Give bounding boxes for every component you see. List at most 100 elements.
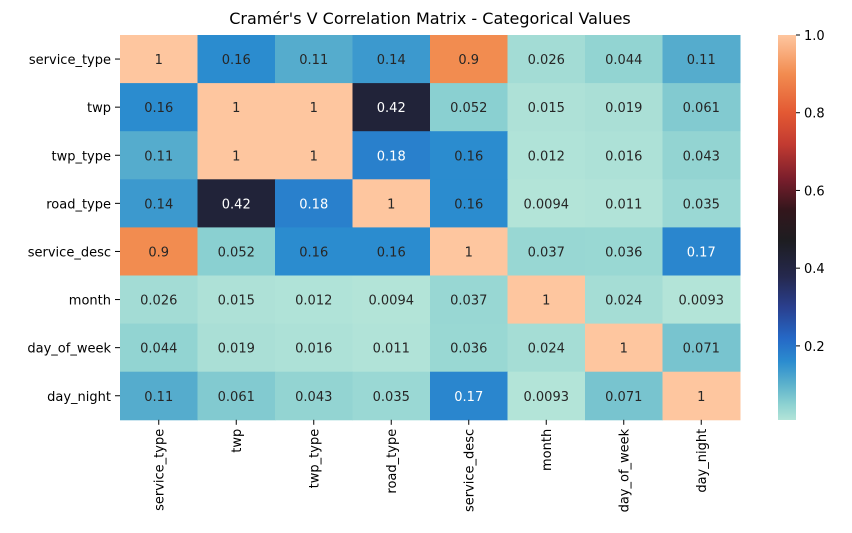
heatmap-cell (507, 35, 586, 84)
heatmap-cell (430, 227, 508, 276)
heatmap-cell (585, 275, 663, 325)
heatmap-cell (662, 131, 741, 180)
heatmap-cell (120, 323, 198, 373)
cell-value-label: 1 (310, 101, 318, 116)
cell-value-label: 1 (542, 294, 550, 309)
cell-value-label: 0.11 (687, 53, 716, 68)
cell-value-label: 0.011 (605, 197, 642, 212)
heatmap-cell (585, 131, 663, 180)
heatmap-cell (662, 35, 741, 84)
cell-value-label: 0.071 (683, 342, 720, 357)
heatmap-cell (197, 323, 276, 373)
cell-value-label: 1 (232, 101, 240, 116)
heatmap-cell (507, 131, 586, 180)
cell-value-label: 1 (155, 53, 163, 68)
heatmap-cell (507, 179, 586, 228)
heatmap-cell (275, 275, 353, 325)
cell-value-label: 0.16 (222, 53, 251, 68)
heatmap-cell (662, 371, 741, 421)
cell-value-label: 0.16 (377, 245, 406, 260)
cell-value-label: 1 (620, 342, 628, 357)
cell-value-label: 0.019 (605, 101, 642, 116)
cell-value-label: 0.42 (377, 101, 406, 116)
y-tick-label: service_desc (28, 245, 111, 260)
heatmap-cell (352, 179, 431, 228)
cell-value-label: 0.052 (450, 101, 487, 116)
heatmap-cell (275, 131, 353, 180)
heatmap-cell (275, 371, 353, 421)
x-tick-label: month (540, 429, 555, 471)
cell-value-label: 1 (387, 197, 395, 212)
cell-value-label: 0.015 (528, 101, 565, 116)
cell-value-label: 0.0094 (369, 294, 415, 309)
x-tick-label: day_of_week (618, 428, 633, 512)
cell-value-label: 0.043 (683, 149, 720, 164)
cell-value-label: 0.11 (144, 390, 173, 405)
cell-value-label: 0.035 (683, 197, 720, 212)
cell-value-label: 0.015 (218, 294, 255, 309)
cell-value-label: 0.044 (605, 53, 642, 68)
heatmap-cell (352, 83, 431, 132)
cell-value-label: 0.0094 (524, 197, 570, 212)
cell-value-label: 0.012 (528, 149, 565, 164)
heatmap-cell (507, 227, 586, 276)
cell-value-label: 0.037 (528, 245, 565, 260)
heatmap-cell (352, 35, 431, 84)
heatmap-cell (197, 227, 276, 276)
heatmap-cell (585, 323, 663, 373)
colorbar-tick-label: 0.2 (804, 340, 825, 355)
heatmap-cell (275, 227, 353, 276)
heatmap-cell (430, 35, 508, 84)
heatmap-cell (662, 275, 741, 325)
heatmap-cell (352, 275, 431, 325)
heatmap-cell (662, 227, 741, 276)
heatmap-cell (275, 179, 353, 228)
x-tick-label: road_type (385, 429, 400, 494)
heatmap-cell (430, 275, 508, 325)
heatmap-cell (585, 179, 663, 228)
cell-value-label: 0.18 (377, 149, 406, 164)
x-tick-label: service_desc (463, 429, 478, 512)
cell-value-label: 0.037 (450, 294, 487, 309)
heatmap-cell (430, 83, 508, 132)
heatmap-cell (120, 83, 198, 132)
heatmap-cell (507, 275, 586, 325)
heatmap-cell (662, 179, 741, 228)
cell-value-label: 0.17 (454, 390, 483, 405)
heatmap-cell (585, 227, 663, 276)
heatmap-cell (585, 371, 663, 421)
y-tick-label: twp_type (51, 149, 111, 164)
heatmap-cell (352, 131, 431, 180)
heatmap-cell (430, 131, 508, 180)
heatmap-cell (585, 35, 663, 84)
x-tick-label: twp (230, 429, 245, 453)
cell-value-label: 0.16 (144, 101, 173, 116)
cell-value-label: 0.026 (140, 294, 177, 309)
cell-value-label: 0.036 (605, 245, 642, 260)
cell-value-label: 0.14 (144, 197, 173, 212)
cell-value-label: 0.036 (450, 342, 487, 357)
heatmap-cell (275, 83, 353, 132)
cell-value-label: 0.16 (454, 197, 483, 212)
x-tick-label: day_night (695, 429, 710, 493)
heatmap-cell (430, 371, 508, 421)
cell-value-label: 0.14 (377, 53, 406, 68)
cell-value-label: 1 (465, 245, 473, 260)
y-tick-label: road_type (46, 197, 111, 212)
heatmap-cell (430, 179, 508, 228)
cell-value-label: 0.026 (528, 53, 565, 68)
heatmap-cell (197, 371, 276, 421)
cell-value-label: 0.17 (687, 245, 716, 260)
cell-value-label: 0.019 (218, 342, 255, 357)
cell-value-label: 0.11 (144, 149, 173, 164)
heatmap-cell (507, 371, 586, 421)
cell-value-label: 0.016 (605, 149, 642, 164)
cell-value-label: 0.061 (218, 390, 255, 405)
cell-value-label: 0.035 (373, 390, 410, 405)
heatmap-cell (197, 35, 276, 84)
cell-value-label: 0.16 (454, 149, 483, 164)
y-tick-label: day_of_week (27, 342, 111, 357)
cell-value-label: 1 (310, 149, 318, 164)
heatmap-cell (430, 323, 508, 373)
